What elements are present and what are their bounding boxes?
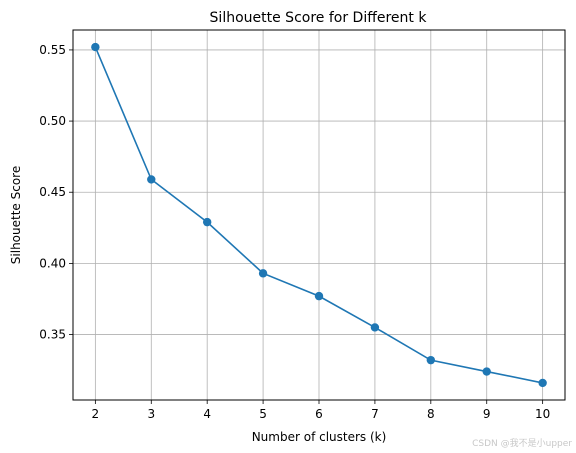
data-point [426,355,436,365]
x-tick-label: 2 [92,407,100,421]
y-tick-label: 0.45 [39,185,66,199]
x-tick-label: 3 [147,407,155,421]
x-tick-label: 10 [535,407,550,421]
y-tick-label: 0.35 [39,328,66,342]
y-axis-label: Silhouette Score [9,166,23,264]
data-point [258,269,268,278]
y-tick-label: 0.50 [39,114,66,128]
data-point [147,175,156,184]
x-tick-label: 9 [483,407,491,421]
data-point [202,217,212,227]
plot-frame [72,29,566,401]
data-point [370,323,380,332]
data-point [91,42,100,52]
x-tick-label: 5 [259,407,267,421]
x-tick-label: 4 [203,407,211,421]
x-tick-label: 8 [427,407,435,421]
grid-lines [73,30,565,400]
y-tick-label: 0.55 [39,43,66,57]
series-group [91,42,547,388]
chart-title: Silhouette Score for Different k [210,10,428,26]
data-point [314,291,324,301]
x-tick-label: 6 [315,407,323,421]
x-tick-label: 7 [371,407,379,421]
y-tick-label: 0.40 [39,256,66,270]
x-axis-label: Number of clusters (k) [252,430,387,444]
data-point [538,378,547,388]
data-point [482,367,491,376]
axis-ticks: 2 3 4 5 6 7 8 9 10 0.35 0.40 0.45 0.50 0.55 [39,43,550,421]
watermark: CSDN @我不是小upper [472,439,572,449]
